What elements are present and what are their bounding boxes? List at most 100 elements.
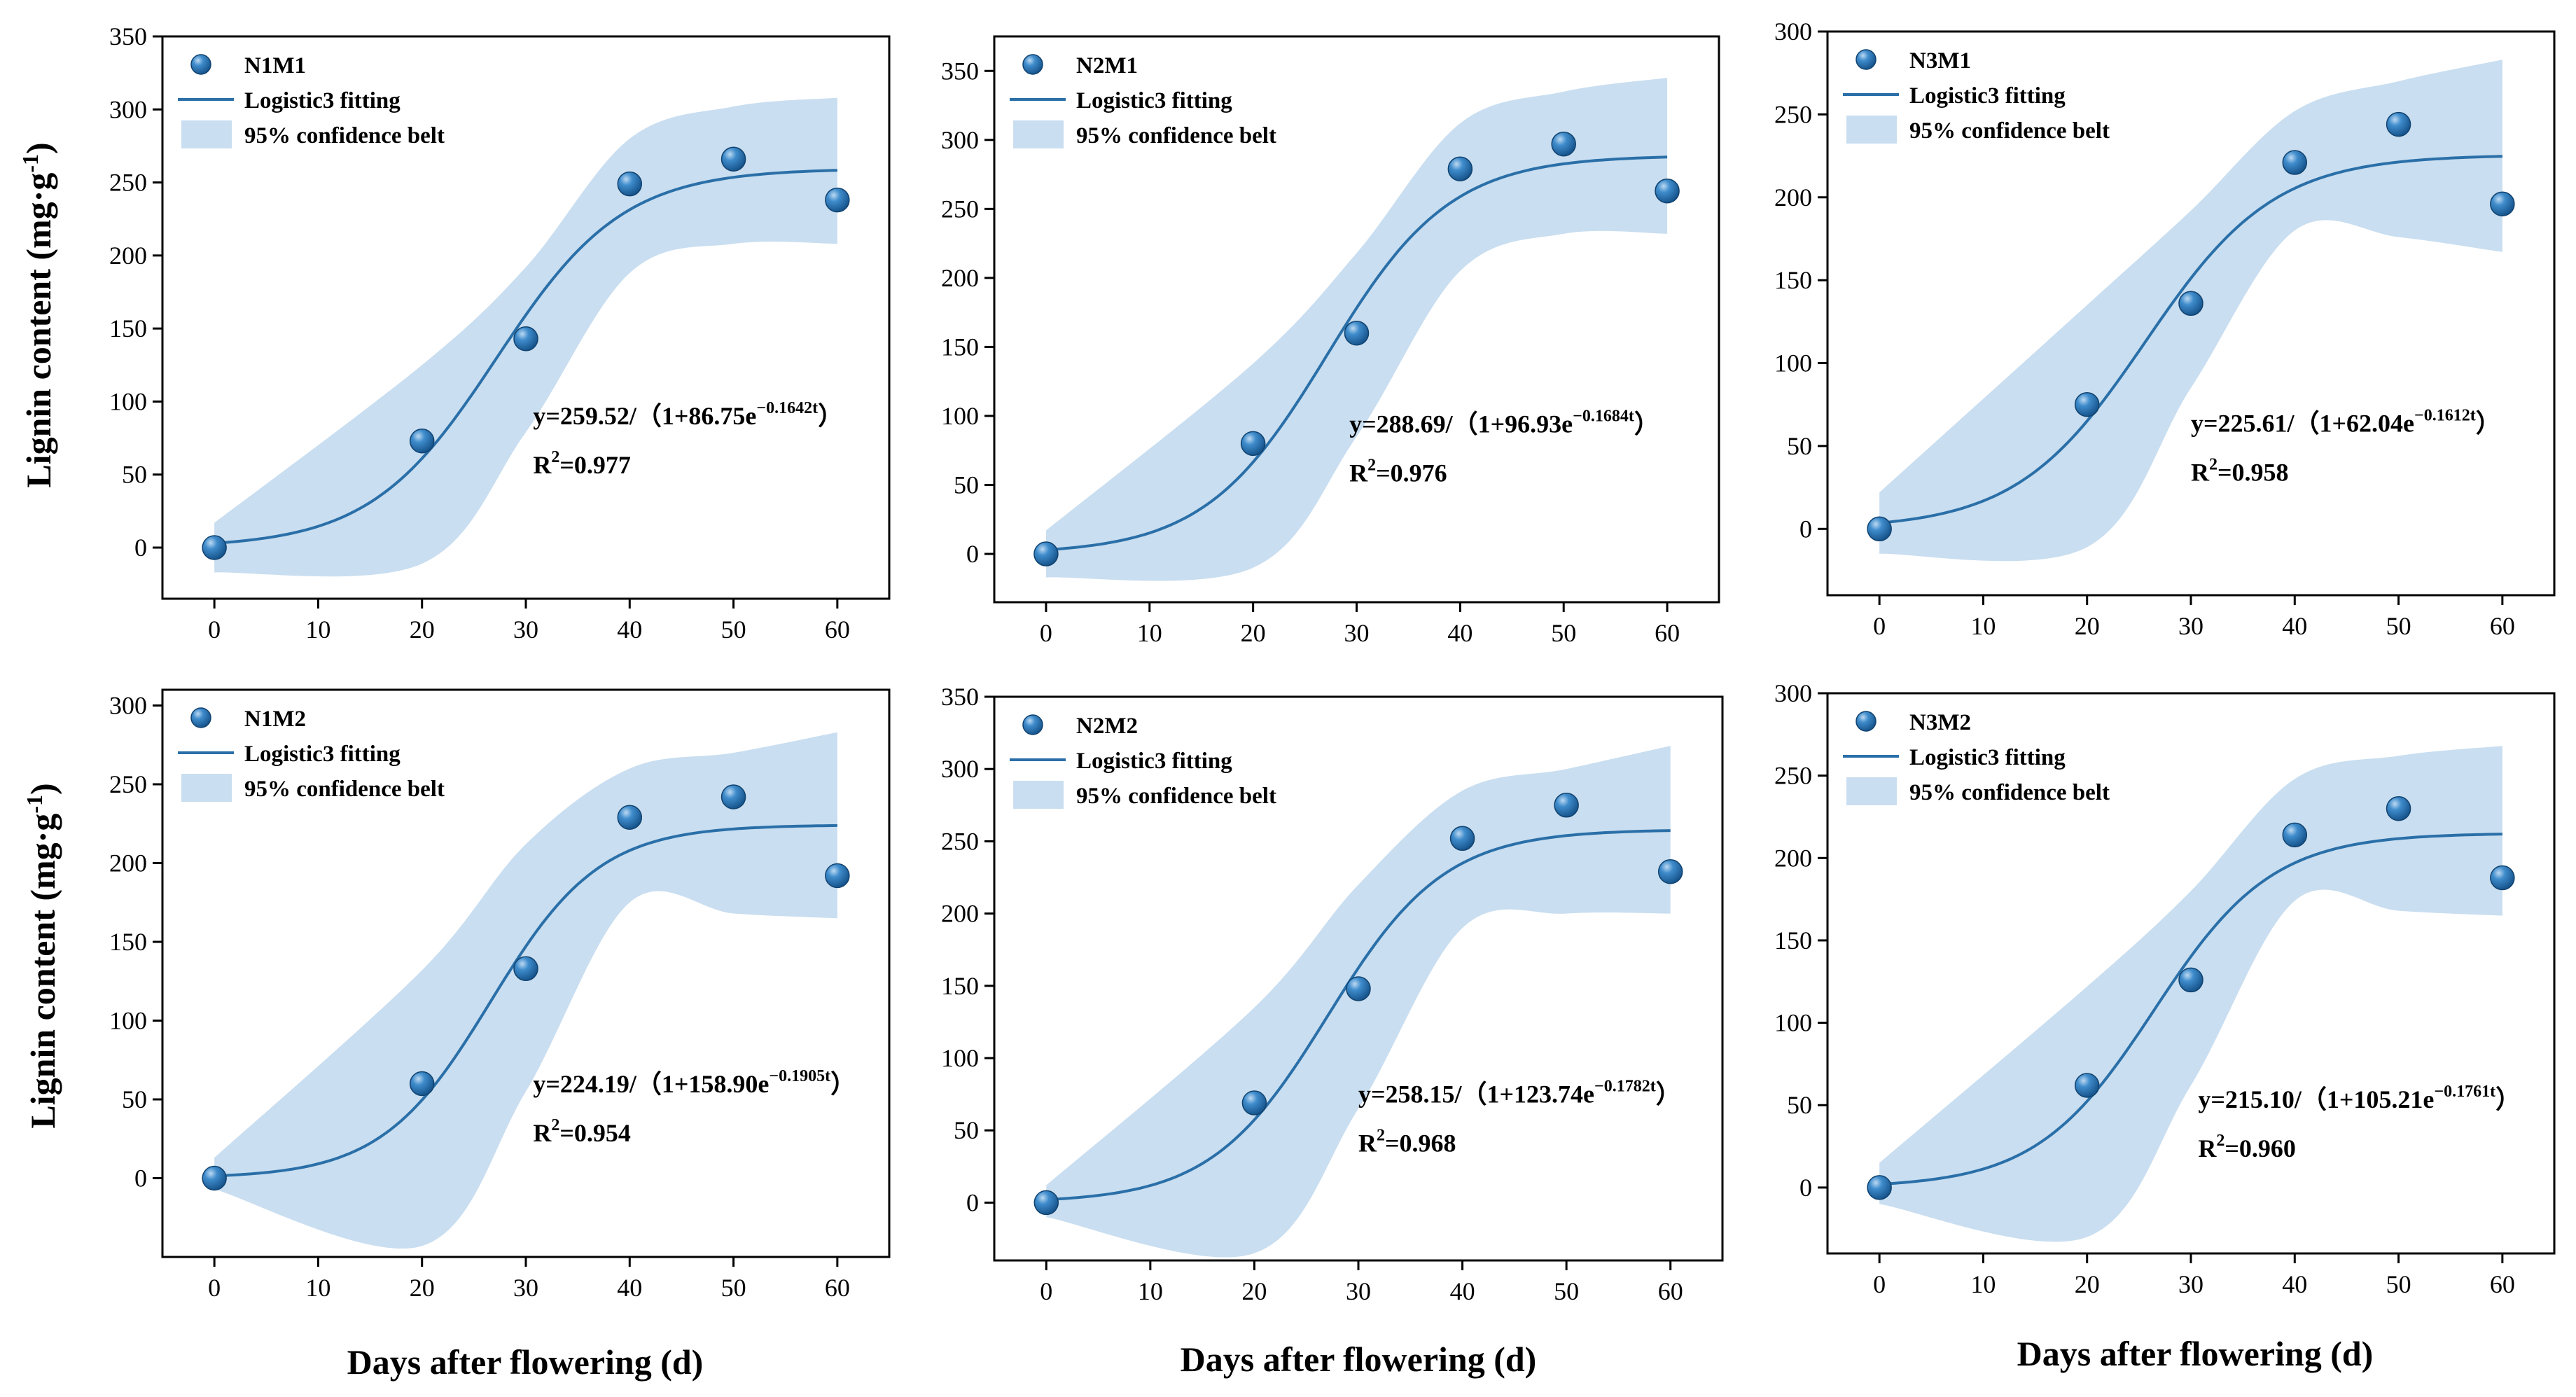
legend-band-label: 95% confidence belt bbox=[244, 123, 445, 148]
legend-fit-label: Logistic3 fitting bbox=[1909, 745, 2066, 770]
equation-exponent: −0.1761t bbox=[2434, 1083, 2495, 1101]
data-point bbox=[720, 146, 746, 172]
y-tick-label: 50 bbox=[122, 461, 147, 489]
chart-panel-n3m2: 0 10 20 30 40 50 60 0 50 100 150 200 250 300 N3M2 Logis… bbox=[1774, 679, 2556, 1298]
chart-panel-n2m2: 0 10 20 30 40 50 60 0 50 100 150 200 250 300 350 N2M2 Lo… bbox=[941, 683, 1724, 1305]
data-point bbox=[202, 535, 227, 560]
x-tick-label: 20 bbox=[2075, 1270, 2100, 1298]
y-tick-label: 250 bbox=[109, 169, 147, 197]
equation-close: ） bbox=[818, 402, 843, 430]
legend-fit-label: Logistic3 fitting bbox=[244, 742, 401, 767]
y-tick-label: 100 bbox=[1774, 349, 1812, 377]
legend-band-swatch bbox=[181, 120, 232, 148]
x-tick-label: 60 bbox=[825, 1274, 850, 1302]
equation-body: y=224.19/（1+158.90e bbox=[533, 1070, 769, 1098]
x-tick-label: 60 bbox=[825, 616, 850, 644]
legend-series-name: N1M1 bbox=[244, 53, 306, 78]
x-axis-title-col2: Days after flowering (d) bbox=[1181, 1340, 1537, 1379]
x-tick-label: 10 bbox=[305, 1274, 330, 1302]
r-squared: R2=0.958 bbox=[2191, 456, 2289, 487]
y-tick-label: 150 bbox=[109, 928, 147, 956]
y-tick-label: 0 bbox=[134, 534, 147, 562]
x-tick-label: 50 bbox=[2386, 612, 2411, 640]
legend-point-marker bbox=[1022, 54, 1043, 75]
x-tick-label: 30 bbox=[1344, 619, 1370, 647]
data-point bbox=[2178, 967, 2203, 993]
equation-close: ） bbox=[2495, 1085, 2521, 1113]
x-tick-label: 30 bbox=[513, 616, 538, 644]
data-point bbox=[1554, 793, 1579, 818]
y-axis-title-close: ) bbox=[19, 142, 58, 154]
confidence-band bbox=[1879, 746, 2502, 1242]
x-tick-label: 50 bbox=[721, 616, 746, 644]
y-axis-title-row2: Lignin content (mg·g-1) bbox=[22, 783, 62, 1128]
fit-equation: y=259.52/（1+86.75e−0.1642t） bbox=[533, 399, 843, 430]
equation-exponent: −0.1905t bbox=[769, 1067, 830, 1085]
r-squared-sup: 2 bbox=[2216, 1132, 2225, 1150]
y-tick-label: 100 bbox=[941, 1044, 979, 1072]
y-tick-label: 100 bbox=[941, 402, 979, 430]
data-point bbox=[1447, 156, 1473, 181]
chart-panel-n3m1: 0 10 20 30 40 50 60 0 50 100 150 200 250 300 N3M1 Logis… bbox=[1774, 18, 2556, 640]
data-point bbox=[1657, 859, 1683, 884]
data-point bbox=[1241, 1090, 1267, 1115]
legend-band-label: 95% confidence belt bbox=[244, 777, 445, 802]
x-tick-label: 40 bbox=[2282, 1270, 2307, 1298]
data-point bbox=[2282, 150, 2308, 175]
fit-equation: y=288.69/（1+96.93e−0.1684t） bbox=[1349, 408, 1659, 438]
equation-exponent: −0.1684t bbox=[1573, 408, 1634, 426]
data-point bbox=[825, 863, 850, 889]
equation-close: ） bbox=[1634, 410, 1659, 438]
data-point bbox=[513, 956, 538, 981]
fit-curve bbox=[1879, 833, 2502, 1186]
y-tick-label: 300 bbox=[941, 126, 979, 154]
legend-point-marker bbox=[190, 54, 211, 75]
x-tick-label: 0 bbox=[1040, 619, 1052, 647]
x-tick-label: 60 bbox=[2490, 612, 2515, 640]
fit-curve bbox=[1045, 155, 1668, 552]
y-tick-label: 0 bbox=[1799, 515, 1812, 543]
data-point bbox=[2074, 1073, 2100, 1098]
fit-curve bbox=[214, 169, 837, 545]
y-tick-label: 50 bbox=[122, 1085, 147, 1113]
data-point bbox=[513, 326, 538, 352]
data-point bbox=[1867, 516, 1892, 542]
r-squared-sup: 2 bbox=[1367, 457, 1376, 475]
y-tick-label: 300 bbox=[1774, 679, 1812, 707]
equation-body: y=259.52/（1+86.75e bbox=[533, 402, 756, 430]
fit-equation: y=258.15/（1+123.74e−0.1782t） bbox=[1358, 1078, 1681, 1108]
legend-band-label: 95% confidence belt bbox=[1076, 784, 1276, 809]
y-tick-label: 150 bbox=[941, 972, 979, 1000]
fit-equation: y=225.61/（1+62.04e−0.1612t） bbox=[2191, 407, 2501, 438]
y-tick-label: 250 bbox=[1774, 100, 1812, 128]
r-squared-value: =0.968 bbox=[1385, 1130, 1456, 1158]
y-tick-label: 150 bbox=[1774, 266, 1812, 294]
equation-close: ） bbox=[830, 1070, 856, 1098]
r-squared-symbol: R bbox=[2191, 459, 2210, 487]
x-tick-label: 0 bbox=[208, 1274, 221, 1302]
legend-point-marker bbox=[1856, 49, 1877, 70]
chart-panel-n1m2: 0 10 20 30 40 50 60 0 50 100 150 200 250 300 N1M2 Logis… bbox=[109, 688, 891, 1302]
legend-series-name: N2M1 bbox=[1076, 53, 1138, 78]
x-tick-label: 50 bbox=[1554, 1277, 1579, 1305]
legend-fit-label: Logistic3 fitting bbox=[1076, 749, 1232, 774]
r-squared: R2=0.954 bbox=[533, 1116, 631, 1147]
data-point bbox=[1449, 826, 1475, 852]
y-tick-label: 350 bbox=[109, 22, 147, 50]
data-point bbox=[409, 428, 435, 454]
fit-equation: y=215.10/（1+105.21e−0.1761t） bbox=[2198, 1083, 2521, 1113]
y-axis-title-close: ) bbox=[23, 783, 62, 795]
y-axis-title-row1: Lignin content (mg·g-1) bbox=[18, 142, 58, 487]
data-point bbox=[2490, 191, 2515, 216]
legend-band-swatch bbox=[181, 774, 232, 802]
r-squared-sup: 2 bbox=[2209, 456, 2218, 474]
y-tick-label: 200 bbox=[109, 849, 147, 877]
data-point bbox=[1033, 541, 1059, 567]
equation-body: y=288.69/（1+96.93e bbox=[1349, 410, 1573, 438]
data-point bbox=[1240, 431, 1266, 457]
legend-fit-label: Logistic3 fitting bbox=[244, 88, 401, 113]
equation-exponent: −0.1642t bbox=[756, 399, 818, 417]
x-tick-label: 0 bbox=[1873, 612, 1886, 640]
legend-fit-label: Logistic3 fitting bbox=[1909, 83, 2066, 109]
legend-band-swatch bbox=[1846, 116, 1897, 144]
